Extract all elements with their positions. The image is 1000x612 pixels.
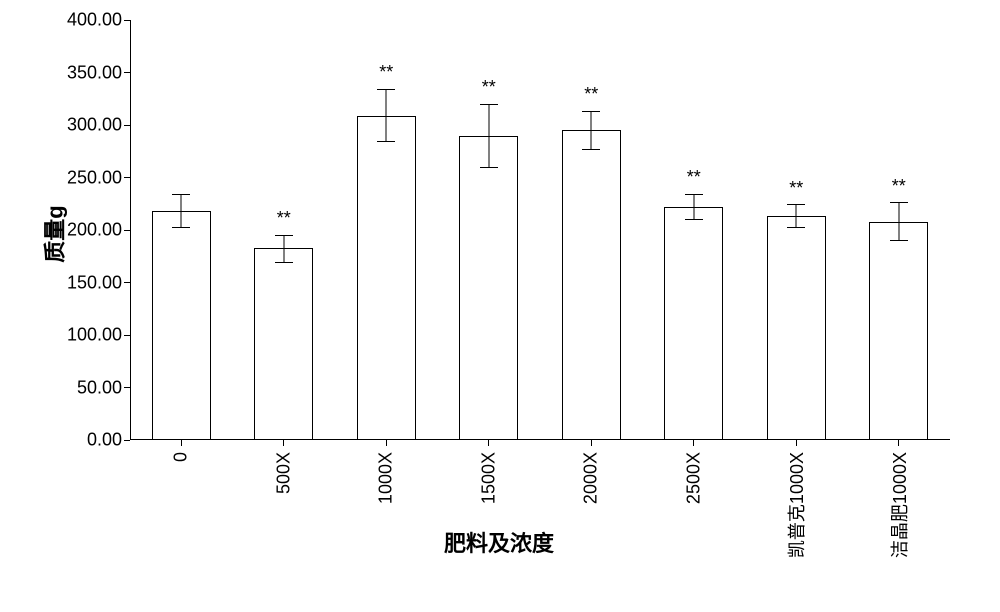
significance-marker: ** xyxy=(892,176,906,197)
bar xyxy=(562,130,621,440)
errorbar-cap-bottom xyxy=(172,227,190,228)
x-tick xyxy=(181,440,182,446)
errorbar xyxy=(693,194,694,219)
x-tick-label: 500X xyxy=(273,452,294,494)
y-tick-label: 200.00 xyxy=(67,220,130,241)
x-tick xyxy=(488,440,489,446)
y-tick-label: 300.00 xyxy=(67,115,130,136)
x-axis-line xyxy=(130,439,950,440)
errorbar xyxy=(283,235,284,262)
significance-marker: ** xyxy=(687,167,701,188)
y-tick-label: 150.00 xyxy=(67,272,130,293)
significance-marker: ** xyxy=(379,62,393,83)
errorbar-cap-top xyxy=(787,204,805,205)
y-tick-label: 350.00 xyxy=(67,62,130,83)
errorbar xyxy=(386,89,387,142)
y-axis-title: 质量g xyxy=(38,205,70,262)
errorbar-cap-top xyxy=(377,89,395,90)
x-tick xyxy=(591,440,592,446)
x-tick xyxy=(693,440,694,446)
errorbar xyxy=(796,205,797,228)
x-tick-label: 1500X xyxy=(478,452,499,504)
errorbar-cap-bottom xyxy=(685,219,703,220)
y-tick-label: 100.00 xyxy=(67,325,130,346)
bar xyxy=(357,116,416,440)
errorbar-cap-top xyxy=(275,235,293,236)
x-tick xyxy=(898,440,899,446)
x-axis-title: 肥料及浓度 xyxy=(444,526,554,558)
significance-marker: ** xyxy=(584,84,598,105)
errorbar-cap-top xyxy=(685,194,703,195)
errorbar-cap-bottom xyxy=(787,227,805,228)
x-tick-label: 凯普克1000X xyxy=(783,452,809,558)
bar xyxy=(459,136,518,441)
x-tick-label: 洁晶肥1000X xyxy=(886,452,912,558)
x-tick xyxy=(283,440,284,446)
y-tick-label: 400.00 xyxy=(67,10,130,31)
errorbar xyxy=(488,104,489,167)
significance-marker: ** xyxy=(482,77,496,98)
bar xyxy=(664,207,723,440)
errorbar xyxy=(591,111,592,149)
y-tick-label: 50.00 xyxy=(77,377,130,398)
x-tick-label: 1000X xyxy=(376,452,397,504)
x-tick xyxy=(796,440,797,446)
errorbar-cap-top xyxy=(582,111,600,112)
x-tick-label: 0 xyxy=(171,452,192,462)
errorbar-cap-top xyxy=(480,104,498,105)
errorbar xyxy=(898,203,899,241)
y-tick-label: 0.00 xyxy=(87,430,130,451)
y-axis-line xyxy=(130,20,131,440)
bar xyxy=(254,248,313,440)
significance-marker: ** xyxy=(789,178,803,199)
errorbar-cap-bottom xyxy=(890,240,908,241)
errorbar-cap-top xyxy=(890,202,908,203)
plot-area: 0.0050.00100.00150.00200.00250.00300.003… xyxy=(130,20,950,440)
y-tick-label: 250.00 xyxy=(67,167,130,188)
errorbar-cap-bottom xyxy=(582,149,600,150)
errorbar xyxy=(181,194,182,228)
bar-chart: 0.00 50.00 100.00 150.00 200.00 250.00 300.00 3… xyxy=(0,0,1000,612)
errorbar-cap-bottom xyxy=(377,141,395,142)
bar xyxy=(767,216,826,440)
x-tick-label: 2000X xyxy=(581,452,602,504)
errorbar-cap-top xyxy=(172,194,190,195)
x-tick-label: 2500X xyxy=(683,452,704,504)
errorbar-cap-bottom xyxy=(480,167,498,168)
bar xyxy=(152,211,211,440)
x-tick xyxy=(386,440,387,446)
significance-marker: ** xyxy=(277,208,291,229)
errorbar-cap-bottom xyxy=(275,262,293,263)
bar xyxy=(869,222,928,440)
